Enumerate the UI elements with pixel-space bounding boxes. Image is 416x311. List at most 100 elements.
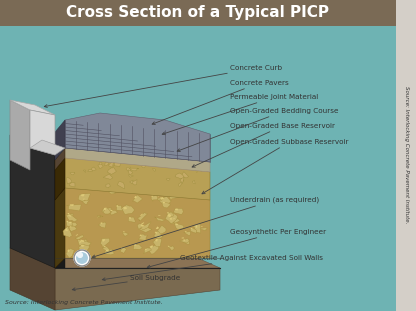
- Polygon shape: [76, 234, 78, 236]
- Text: Underdrain (as required): Underdrain (as required): [92, 197, 319, 258]
- Text: Open-Graded Subbase Reservoir: Open-Graded Subbase Reservoir: [202, 139, 349, 194]
- Polygon shape: [98, 164, 103, 169]
- Polygon shape: [184, 232, 191, 235]
- Polygon shape: [194, 191, 198, 193]
- Polygon shape: [106, 184, 110, 188]
- Polygon shape: [109, 192, 116, 194]
- Polygon shape: [134, 244, 137, 246]
- Polygon shape: [67, 221, 73, 226]
- Polygon shape: [193, 224, 201, 233]
- Polygon shape: [67, 213, 69, 214]
- Polygon shape: [168, 216, 178, 224]
- Polygon shape: [55, 155, 65, 268]
- Polygon shape: [190, 228, 197, 233]
- Polygon shape: [170, 218, 173, 220]
- Polygon shape: [67, 214, 73, 218]
- Polygon shape: [148, 244, 159, 254]
- Text: Cross Section of a Typical PICP: Cross Section of a Typical PICP: [67, 6, 329, 21]
- Polygon shape: [67, 221, 69, 222]
- Polygon shape: [175, 223, 178, 225]
- Polygon shape: [173, 218, 180, 223]
- Polygon shape: [67, 178, 72, 184]
- Polygon shape: [97, 217, 99, 218]
- Polygon shape: [152, 169, 156, 171]
- Polygon shape: [155, 239, 158, 241]
- Polygon shape: [117, 182, 124, 189]
- Polygon shape: [155, 231, 158, 234]
- Text: Open-Graded Base Reservoir: Open-Graded Base Reservoir: [192, 123, 335, 167]
- Polygon shape: [103, 247, 110, 251]
- Polygon shape: [69, 226, 77, 231]
- Polygon shape: [104, 208, 106, 210]
- Polygon shape: [196, 169, 199, 172]
- Text: Concrete Pavers: Concrete Pavers: [152, 80, 289, 124]
- Polygon shape: [63, 226, 72, 237]
- Polygon shape: [65, 142, 210, 172]
- Polygon shape: [169, 193, 179, 201]
- Polygon shape: [81, 245, 84, 246]
- Polygon shape: [108, 165, 114, 174]
- Polygon shape: [81, 245, 89, 249]
- Polygon shape: [10, 248, 220, 268]
- Polygon shape: [123, 231, 125, 232]
- Polygon shape: [121, 247, 123, 249]
- Polygon shape: [184, 231, 186, 232]
- Polygon shape: [97, 215, 103, 218]
- Polygon shape: [161, 162, 166, 167]
- Polygon shape: [141, 222, 144, 224]
- Polygon shape: [69, 226, 72, 228]
- Polygon shape: [175, 173, 184, 179]
- Polygon shape: [75, 234, 84, 240]
- Polygon shape: [156, 226, 159, 229]
- Polygon shape: [167, 212, 173, 217]
- Polygon shape: [82, 200, 89, 204]
- Text: Source: Interlocking Concrete Pavement Institute.: Source: Interlocking Concrete Pavement I…: [5, 300, 163, 305]
- Polygon shape: [10, 135, 55, 268]
- Polygon shape: [201, 162, 206, 165]
- Polygon shape: [77, 239, 91, 248]
- Polygon shape: [79, 239, 87, 249]
- Polygon shape: [65, 113, 210, 162]
- Polygon shape: [30, 110, 55, 155]
- Polygon shape: [181, 237, 184, 239]
- Polygon shape: [158, 196, 159, 197]
- Text: Open-Graded Bedding Course: Open-Graded Bedding Course: [177, 108, 339, 151]
- Polygon shape: [66, 248, 74, 258]
- Polygon shape: [78, 193, 91, 202]
- Polygon shape: [121, 205, 135, 214]
- Text: Source: Interlocking Concrete Pavement Institute.: Source: Interlocking Concrete Pavement I…: [404, 86, 409, 224]
- Polygon shape: [167, 212, 169, 214]
- Polygon shape: [182, 172, 188, 178]
- Polygon shape: [134, 244, 142, 250]
- Polygon shape: [201, 226, 203, 227]
- Polygon shape: [68, 222, 72, 224]
- Polygon shape: [92, 167, 96, 171]
- Polygon shape: [180, 239, 189, 243]
- Polygon shape: [109, 161, 114, 168]
- Polygon shape: [10, 100, 55, 115]
- Polygon shape: [105, 162, 109, 166]
- Polygon shape: [104, 208, 107, 209]
- Polygon shape: [156, 225, 166, 234]
- Polygon shape: [30, 140, 65, 155]
- Polygon shape: [132, 195, 143, 203]
- Polygon shape: [123, 207, 127, 209]
- Polygon shape: [128, 170, 133, 174]
- Bar: [396, 0, 416, 311]
- Polygon shape: [55, 268, 220, 310]
- Polygon shape: [141, 224, 145, 227]
- Polygon shape: [103, 174, 112, 179]
- Polygon shape: [65, 178, 210, 258]
- Polygon shape: [116, 204, 123, 211]
- Polygon shape: [69, 182, 75, 187]
- Polygon shape: [139, 234, 142, 236]
- Polygon shape: [180, 177, 184, 183]
- Polygon shape: [155, 217, 165, 221]
- Polygon shape: [149, 245, 153, 248]
- Polygon shape: [102, 239, 105, 242]
- Polygon shape: [197, 165, 201, 172]
- Polygon shape: [191, 190, 204, 199]
- Polygon shape: [154, 231, 163, 239]
- Polygon shape: [10, 248, 55, 310]
- Polygon shape: [200, 228, 207, 231]
